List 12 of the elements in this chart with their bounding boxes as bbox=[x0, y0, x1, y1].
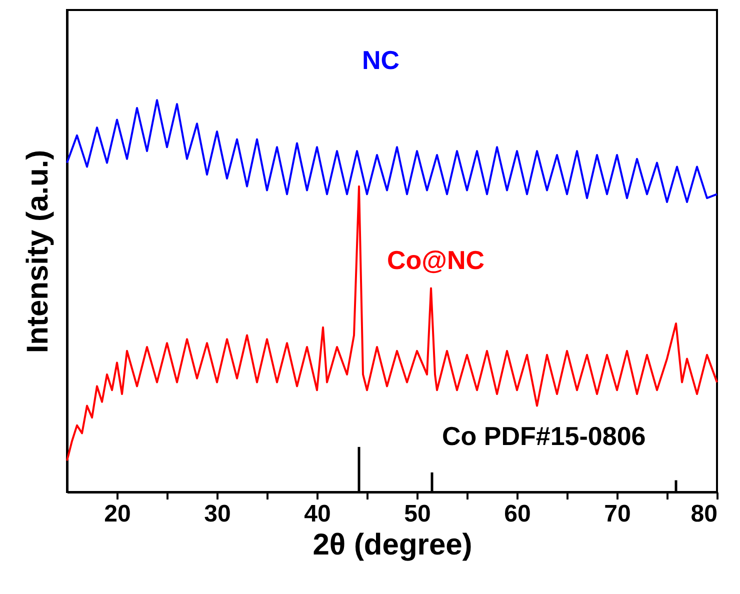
series-label: Co@NC bbox=[387, 244, 485, 275]
x-tick-label: 50 bbox=[404, 500, 431, 528]
x-tick-label: 80 bbox=[690, 500, 718, 528]
y-axis-title: Intensity (a.u.) bbox=[22, 150, 54, 354]
x-tick-label: 40 bbox=[304, 500, 331, 528]
x-tick-label: 60 bbox=[504, 500, 531, 528]
x-tick-label: 30 bbox=[204, 500, 231, 528]
series-label: Co PDF#15-0806 bbox=[442, 421, 646, 452]
text: NC bbox=[362, 44, 400, 75]
x-tick-label: 20 bbox=[104, 500, 131, 528]
x-axis-title: 2θ (degree) bbox=[312, 528, 472, 562]
x-tick-label: 70 bbox=[604, 500, 631, 528]
